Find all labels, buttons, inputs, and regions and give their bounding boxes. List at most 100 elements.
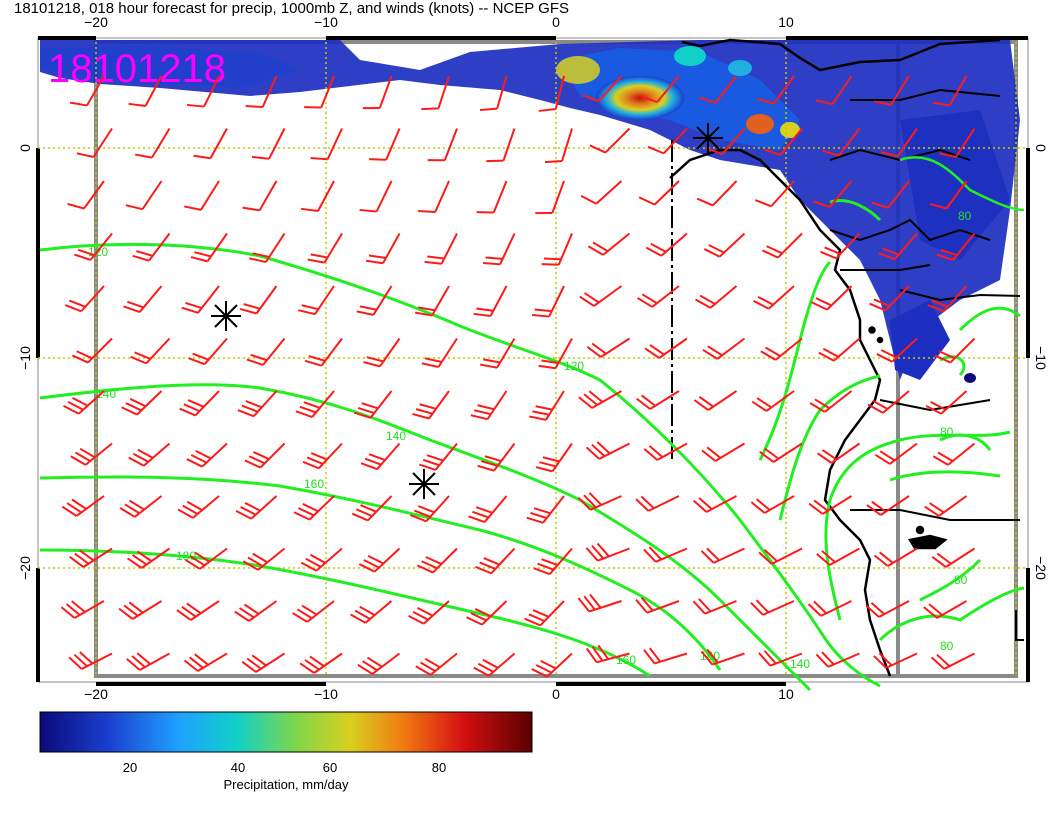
colorbar-tick-label: 80	[432, 760, 446, 775]
wind-barb	[932, 442, 976, 466]
wind-barb	[466, 600, 508, 626]
contour-label: 160	[304, 477, 324, 491]
wind-barb	[820, 232, 861, 260]
lat-label-left: −10	[17, 346, 33, 370]
wind-barb	[128, 442, 171, 467]
wind-barb	[939, 127, 976, 158]
wind-barb	[69, 547, 113, 568]
wind-barb	[818, 337, 861, 362]
lat-label-right: −10	[1033, 346, 1049, 370]
wind-barb	[758, 650, 803, 667]
wind-barb	[299, 652, 343, 674]
wind-barb	[486, 128, 516, 163]
wind-barb	[696, 180, 738, 207]
wind-barb	[119, 495, 163, 518]
wind-barb	[179, 390, 220, 417]
chart-title: 18101218, 018 hour forecast for precip, …	[14, 0, 569, 17]
colorbar-title: Precipitation, mm/day	[224, 777, 349, 792]
wind-barb	[63, 390, 105, 415]
wind-barb	[811, 285, 853, 311]
wind-barb	[181, 285, 220, 314]
wind-barb	[930, 652, 975, 670]
wind-barb	[67, 180, 105, 210]
wind-barb	[244, 442, 286, 469]
wind-barb	[183, 652, 228, 672]
asterisk-marker	[693, 123, 723, 153]
wind-barb	[424, 233, 458, 265]
wind-barb	[869, 285, 910, 312]
wind-barb	[408, 600, 450, 625]
height-contours	[39, 156, 1025, 692]
wind-barb	[582, 75, 623, 103]
wind-barb	[873, 652, 918, 669]
wind-barb	[353, 390, 393, 419]
lon-label-bottom: −20	[84, 686, 108, 702]
wind-barb	[419, 442, 458, 471]
wind-barb	[750, 495, 795, 514]
wind-barb	[750, 599, 795, 616]
wind-barb	[304, 75, 335, 109]
wind-barb	[421, 75, 450, 111]
wind-barb	[703, 232, 746, 258]
wind-barb	[760, 337, 803, 361]
wind-barb	[476, 180, 508, 214]
wind-barb	[412, 390, 450, 420]
wind-barb	[132, 232, 171, 262]
wind-barb	[934, 337, 976, 364]
wind-barb	[358, 547, 401, 573]
wind-barb	[188, 337, 228, 366]
wind-barb	[544, 128, 573, 164]
wind-barb	[635, 596, 680, 614]
wind-barb	[578, 390, 622, 409]
wind-barb	[880, 127, 918, 158]
asterisk-markers	[211, 123, 723, 499]
wind-barb	[126, 547, 171, 569]
wind-barb	[477, 442, 516, 472]
wind-barb	[587, 232, 631, 256]
lat-label-right: −20	[1033, 556, 1049, 580]
wind-barb	[815, 75, 853, 106]
colorbar-gradient	[39, 711, 533, 753]
wind-barb	[414, 285, 450, 317]
wind-barb	[483, 233, 516, 266]
wind-barb	[541, 233, 573, 266]
lon-label-bottom: −10	[314, 686, 338, 702]
date-stamp: 18101218	[48, 47, 226, 91]
wind-barb	[249, 232, 286, 263]
wind-barb	[357, 652, 401, 675]
wind-barb	[125, 180, 163, 211]
lon-label-bottom: 0	[552, 686, 560, 702]
wind-barb	[480, 75, 508, 112]
coastline	[669, 38, 1024, 677]
wind-barb	[416, 547, 458, 574]
wind-barb	[468, 495, 508, 523]
wind-barb	[931, 547, 976, 568]
wind-barb	[184, 547, 228, 570]
wind-barb	[126, 652, 170, 671]
wind-barb	[822, 127, 861, 157]
wind-barb	[936, 232, 976, 261]
wind-barb	[60, 600, 105, 619]
wind-barb	[693, 495, 737, 513]
wind-barb	[251, 128, 286, 160]
wind-barb	[643, 546, 688, 563]
wind-barb	[64, 285, 105, 313]
wind-barb	[589, 127, 631, 154]
contour-label: 140	[386, 429, 406, 443]
wind-barb	[427, 128, 458, 162]
wind-barb	[754, 180, 795, 208]
wind-barb	[190, 232, 228, 263]
wind-barb	[351, 495, 393, 522]
wind-barb	[874, 442, 918, 465]
contour-label: 80	[954, 573, 968, 587]
contour-label: 80	[958, 209, 972, 223]
wind-barb	[363, 337, 401, 368]
wind-barb	[302, 442, 343, 470]
contour-label: 80	[940, 639, 954, 653]
wind-barb	[418, 180, 450, 214]
wind-barb	[693, 390, 738, 411]
lat-labels-left: 0 −10 −20	[17, 144, 33, 580]
contour-label-group: 120 140 140 160 180 120 160 140 80 80 80…	[88, 209, 972, 671]
wind-barb	[700, 547, 745, 564]
wind-barb	[874, 75, 910, 106]
